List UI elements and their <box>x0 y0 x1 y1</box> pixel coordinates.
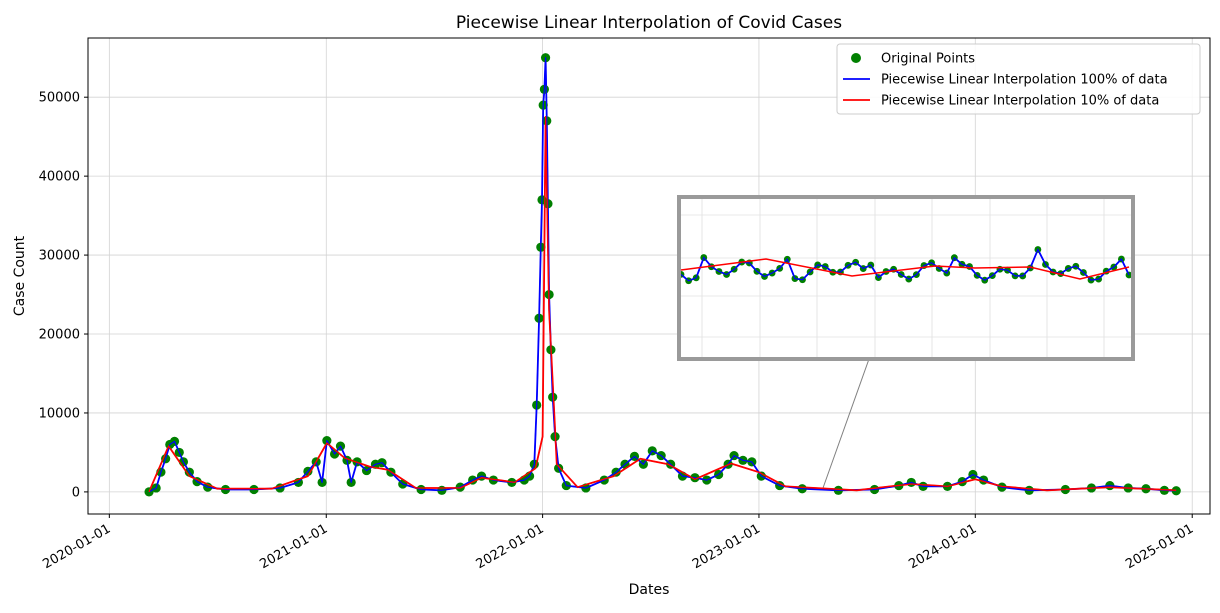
x-tick-label: 2022-01-01 <box>474 521 547 572</box>
y-tick-label: 40000 <box>39 170 80 185</box>
y-tick-label: 10000 <box>39 406 80 421</box>
x-tick-label: 2024-01-01 <box>906 521 979 572</box>
chart-title: Piecewise Linear Interpolation of Covid … <box>456 13 842 33</box>
y-tick-label: 50000 <box>39 91 80 106</box>
inset-original-point <box>1125 271 1133 279</box>
legend-marker-original-points <box>851 53 861 63</box>
y-tick-label: 0 <box>72 485 80 500</box>
inset-border <box>677 195 1135 361</box>
x-tick-label: 2021-01-01 <box>257 521 330 572</box>
series-line-10-percent-overlay <box>148 116 1177 493</box>
x-axis-label: Dates <box>629 582 670 598</box>
x-tick-label: 2025-01-01 <box>1123 521 1196 572</box>
legend-label-piecewise-linear-interpolation-10-of-data: Piecewise Linear Interpolation 10% of da… <box>881 94 1159 109</box>
original-points-layer <box>144 53 1181 497</box>
y-axis-label: Case Count <box>12 235 28 316</box>
inset-connector-line <box>822 358 870 489</box>
plot-frame <box>87 37 1211 515</box>
y-tick-label: 20000 <box>39 328 80 343</box>
legend-box <box>836 43 1201 115</box>
original-point <box>1171 486 1181 496</box>
legend-label-piecewise-linear-interpolation-100-of-data: Piecewise Linear Interpolation 100% of d… <box>881 73 1168 88</box>
inset-zoom-box <box>677 195 1135 489</box>
x-tick-label: 2023-01-01 <box>690 521 763 572</box>
legend-label-original-points: Original Points <box>881 52 975 67</box>
x-tick-label: 2020-01-01 <box>40 521 113 572</box>
inset-series-10-percent <box>680 258 1130 280</box>
y-tick-label: 30000 <box>39 249 80 264</box>
legend: Original Points Piecewise Linear Interpol… <box>836 43 1201 115</box>
grid-layer <box>88 38 1210 514</box>
